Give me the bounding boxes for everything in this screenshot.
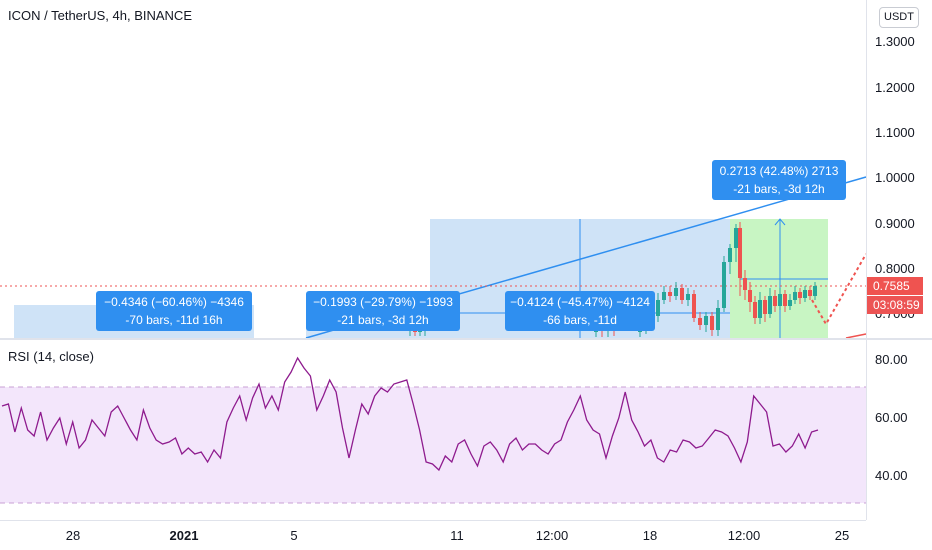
measure-info-4-line2: -21 bars, -3d 12h [733,182,825,196]
measure-info-4[interactable]: 0.2713 (42.48%) 2713 -21 bars, -3d 12h [712,160,846,200]
candle [734,228,738,248]
candle [758,300,762,318]
measure-info-3-line1: −0.4124 (−45.47%) −4124 [510,295,650,309]
price-tick: 1.2000 [875,80,915,95]
price-tick: 1.3000 [875,34,915,49]
candle [680,288,684,300]
time-tick: 28 [65,528,81,543]
time-tick: 18 [642,528,658,543]
candle [656,300,660,316]
candle [778,294,782,306]
candle [783,294,787,306]
symbol-title[interactable]: ICON / TetherUS, 4h, BINANCE [8,8,192,23]
pane-divider[interactable] [0,338,932,340]
time-tick: 25 [834,528,850,543]
price-tick: 0.8000 [875,261,915,276]
candle [753,302,757,318]
candle [798,292,802,298]
candle [803,290,807,298]
candle [722,262,726,308]
candle [692,294,696,318]
last-price-label: 0.7585 [867,277,923,295]
time-tick: 11 [450,528,464,543]
price-tick: 1.1000 [875,125,915,140]
candle [716,308,720,330]
currency-button[interactable]: USDT [879,7,919,28]
rsi-title[interactable]: RSI (14, close) [8,349,94,364]
time-tick: 12:00 [727,528,761,543]
rsi-tick: 60.00 [875,410,908,425]
time-tick-year: 2021 [169,528,199,543]
candle [674,288,678,296]
arrow-up-icon [774,218,786,226]
candle [710,316,714,330]
candle [793,292,797,300]
candle [668,292,672,296]
rsi-tick: 40.00 [875,468,908,483]
rsi-band [0,387,866,503]
rsi-tick: 80.00 [875,352,908,367]
candle [686,294,690,300]
price-axis[interactable] [866,0,932,520]
measure-info-2-line2: -21 bars, -3d 12h [337,313,429,327]
measure-info-2[interactable]: −0.1993 (−29.79%) −1993 -21 bars, -3d 12… [306,291,460,331]
time-tick: 5 [290,528,298,543]
time-tick: 12:00 [535,528,569,543]
candle [748,290,752,302]
candle [768,296,772,314]
measure-info-1-line2: -70 bars, -11d 16h [125,313,223,327]
measure-info-3-line2: -66 bars, -11d [543,313,617,327]
countdown-label: 03:08:59 [867,296,923,314]
candle [728,248,732,262]
rsi-line [1,356,819,472]
measure-info-3[interactable]: −0.4124 (−45.47%) −4124 -66 bars, -11d [505,291,655,331]
candle [773,296,777,306]
measure-info-4-line1: 0.2713 (42.48%) 2713 [719,164,839,178]
candle [808,290,812,296]
candle [738,228,742,278]
measure-info-1[interactable]: −0.4346 (−60.46%) −4346 -70 bars, -11d 1… [96,291,252,331]
candle [763,300,767,314]
price-tick: 1.0000 [875,170,915,185]
candle [813,286,817,296]
price-tick: 0.9000 [875,216,915,231]
candle [662,292,666,300]
candle [704,316,708,325]
forecast-solid-line [845,333,867,339]
time-axis[interactable] [0,520,866,550]
measure-info-2-line1: −0.1993 (−29.79%) −1993 [313,295,453,309]
candle [698,318,702,325]
candle [743,278,747,290]
measure-info-1-line1: −0.4346 (−60.46%) −4346 [104,295,244,309]
candle [788,300,792,306]
